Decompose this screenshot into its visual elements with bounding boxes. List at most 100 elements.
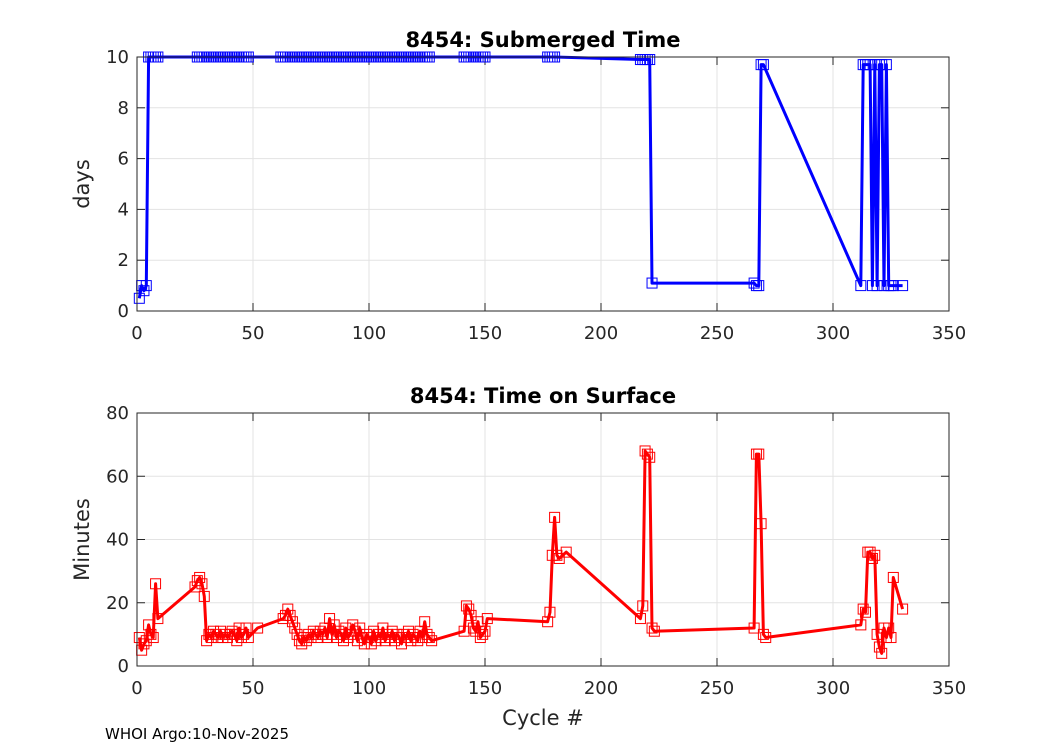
- y-tick-label: 6: [118, 149, 129, 170]
- x-tick-label: 350: [932, 678, 966, 699]
- data-point: [887, 571, 899, 583]
- x-tick-label: 350: [932, 323, 966, 344]
- data-point: [458, 625, 470, 637]
- data-point: [426, 635, 438, 647]
- data-point: [423, 632, 435, 644]
- data-point: [883, 622, 895, 634]
- data-point: [897, 280, 909, 292]
- data-point: [757, 628, 769, 640]
- data-point: [876, 647, 888, 659]
- y-tick-label: 8: [118, 98, 129, 119]
- y-tick-label: 40: [106, 530, 129, 551]
- data-point: [748, 622, 760, 634]
- data-point: [644, 451, 656, 463]
- data-point: [419, 616, 431, 628]
- data-point: [138, 638, 150, 650]
- x-tick-label: 250: [700, 323, 734, 344]
- plot-area: [137, 57, 949, 311]
- y-tick-label: 2: [118, 250, 129, 271]
- data-point: [897, 603, 909, 615]
- data-point: [760, 632, 772, 644]
- data-point: [855, 280, 867, 292]
- data-point: [347, 619, 359, 631]
- x-tick-label: 100: [352, 678, 386, 699]
- x-tick-label: 300: [816, 678, 850, 699]
- y-tick-label: 60: [106, 466, 129, 487]
- x-tick-label: 50: [242, 678, 265, 699]
- data-point: [150, 578, 162, 590]
- data-point: [753, 448, 765, 460]
- x-tick-label: 200: [584, 323, 618, 344]
- data-point: [634, 613, 646, 625]
- chart-title: 8454: Submerged Time: [405, 28, 680, 52]
- data-point: [477, 628, 489, 640]
- data-point: [465, 609, 477, 621]
- data-point: [857, 603, 869, 615]
- data-point: [553, 552, 565, 564]
- x-tick-label: 250: [700, 678, 734, 699]
- y-tick-label: 80: [106, 403, 129, 424]
- data-point: [481, 613, 493, 625]
- data-point: [859, 606, 871, 618]
- data-point: [880, 59, 892, 71]
- y-tick-label: 0: [118, 301, 129, 322]
- data-point: [644, 54, 656, 66]
- x-tick-label: 50: [242, 323, 265, 344]
- y-axis-label: Minutes: [70, 498, 94, 581]
- data-point: [542, 616, 554, 628]
- x-axis-label: Cycle #: [502, 706, 584, 730]
- data-point: [140, 280, 152, 292]
- data-point: [472, 616, 484, 628]
- footer-credit: WHOI Argo:10-Nov-2025: [105, 725, 289, 743]
- y-tick-label: 4: [118, 199, 129, 220]
- data-point: [855, 619, 867, 631]
- data-point: [871, 280, 883, 292]
- x-tick-label: 0: [131, 678, 142, 699]
- data-point: [551, 549, 563, 561]
- y-axis-label: days: [70, 159, 94, 209]
- data-point: [479, 625, 491, 637]
- axes-box: [136, 412, 950, 667]
- chart-title: 8454: Time on Surface: [410, 384, 676, 408]
- data-point: [641, 448, 653, 460]
- data-point: [147, 632, 159, 644]
- data-point: [873, 641, 885, 653]
- data-point: [637, 600, 649, 612]
- data-point: [887, 280, 899, 292]
- submerged-time-chart: 0 50 100 150 200 250 300 350 0 2 4 6 8 10 8454: Submer…: [70, 28, 966, 344]
- data-point: [242, 632, 254, 644]
- data-point: [289, 622, 301, 634]
- data-point: [342, 632, 354, 644]
- axes-box: [136, 56, 950, 312]
- data-point: [284, 609, 296, 621]
- x-tick-label: 150: [468, 323, 502, 344]
- data-point: [354, 622, 366, 634]
- data-point: [463, 603, 475, 615]
- data-point: [753, 280, 765, 292]
- data-point: [560, 546, 572, 558]
- data-point: [198, 590, 210, 602]
- data-point: [152, 613, 164, 625]
- data-point: [252, 622, 264, 634]
- y-tick-label: 20: [106, 593, 129, 614]
- y-tick-label: 0: [118, 656, 129, 677]
- data-point: [544, 606, 556, 618]
- data-point: [286, 616, 298, 628]
- data-point: [869, 549, 881, 561]
- data-point: [549, 511, 561, 523]
- data-point: [885, 632, 897, 644]
- data-point: [646, 277, 658, 289]
- data-point: [755, 518, 767, 530]
- data-point: [240, 622, 252, 634]
- x-tick-label: 200: [584, 678, 618, 699]
- x-tick-label: 150: [468, 678, 502, 699]
- data-point: [194, 571, 206, 583]
- data-point: [282, 603, 294, 615]
- data-point: [757, 59, 769, 71]
- data-point: [143, 619, 155, 631]
- x-tick-label: 300: [816, 323, 850, 344]
- x-tick-label: 100: [352, 323, 386, 344]
- data-point: [871, 628, 883, 640]
- y-tick-label: 10: [106, 47, 129, 68]
